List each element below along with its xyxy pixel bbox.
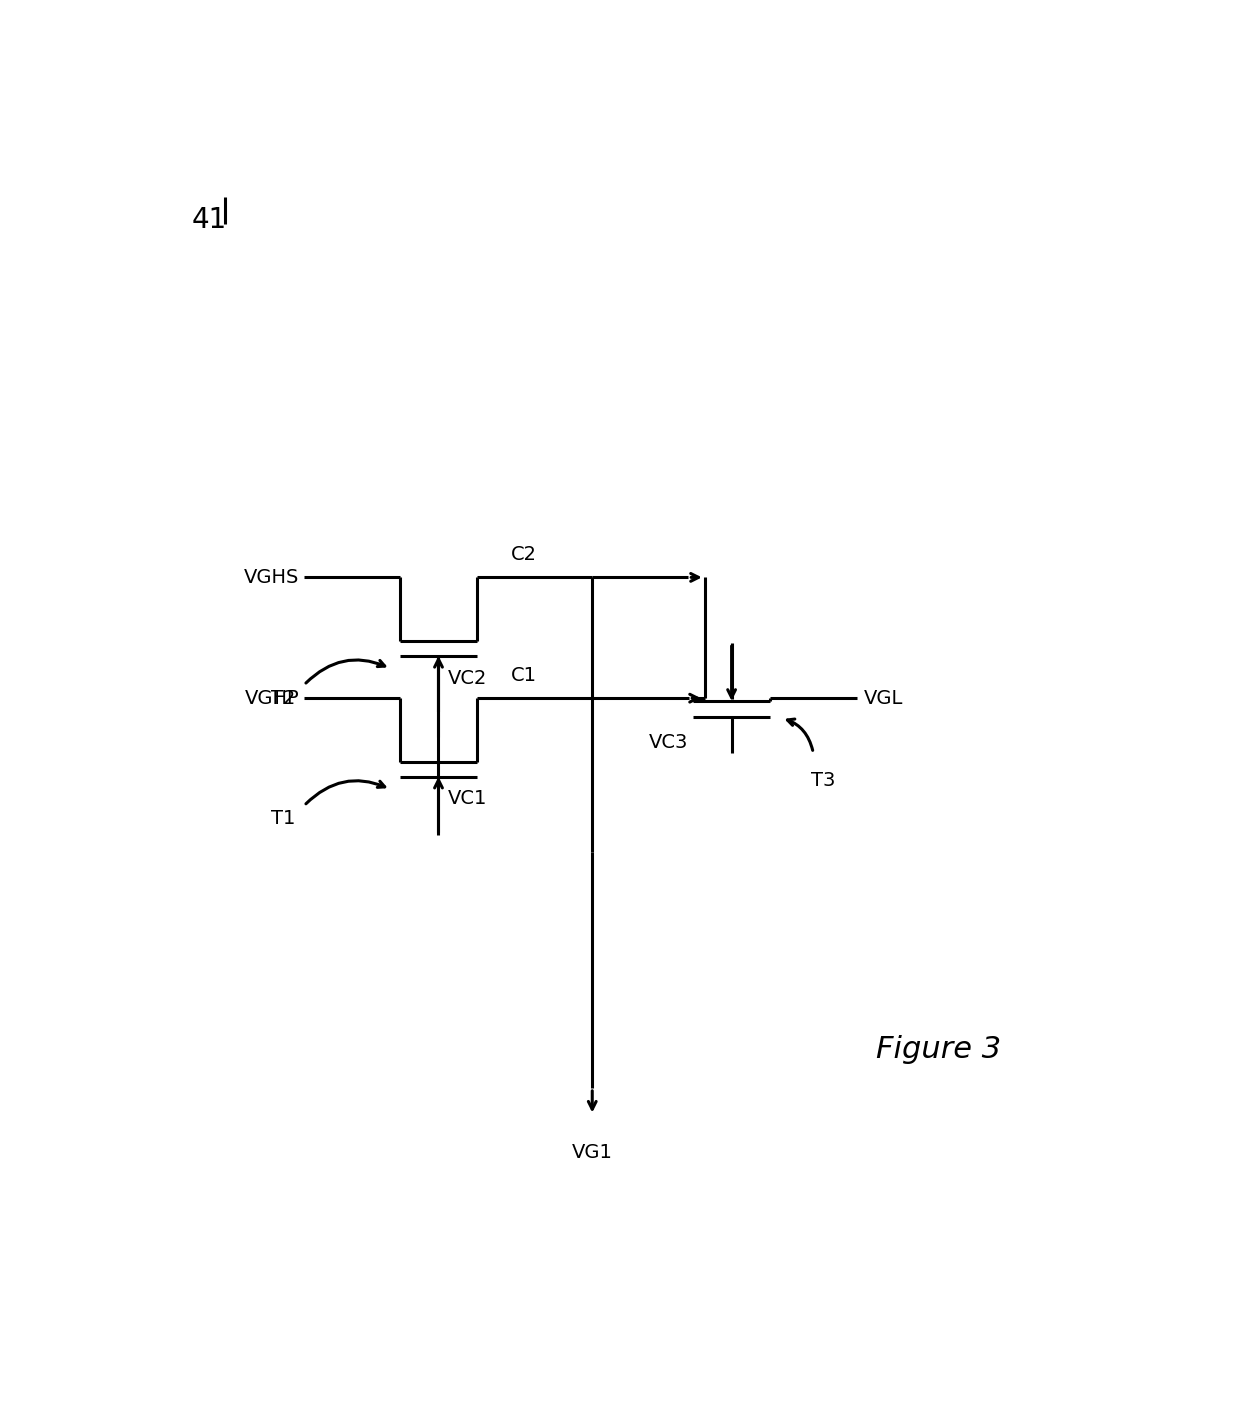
FancyArrowPatch shape — [306, 660, 384, 683]
Text: VC1: VC1 — [448, 790, 487, 809]
Text: VGHP: VGHP — [244, 689, 299, 707]
FancyArrowPatch shape — [787, 719, 812, 750]
Text: T1: T1 — [270, 810, 295, 829]
Text: 41: 41 — [191, 207, 227, 234]
Text: Figure 3: Figure 3 — [875, 1035, 1001, 1064]
Text: VG1: VG1 — [572, 1142, 613, 1162]
Text: T3: T3 — [811, 771, 835, 790]
Text: VC3: VC3 — [649, 733, 688, 753]
Text: T2: T2 — [270, 689, 295, 707]
Text: C1: C1 — [511, 666, 537, 684]
Text: VGL: VGL — [864, 689, 904, 707]
Text: C2: C2 — [511, 545, 537, 565]
Text: VC2: VC2 — [448, 669, 487, 687]
FancyArrowPatch shape — [306, 780, 384, 804]
Text: VGHS: VGHS — [244, 568, 299, 588]
